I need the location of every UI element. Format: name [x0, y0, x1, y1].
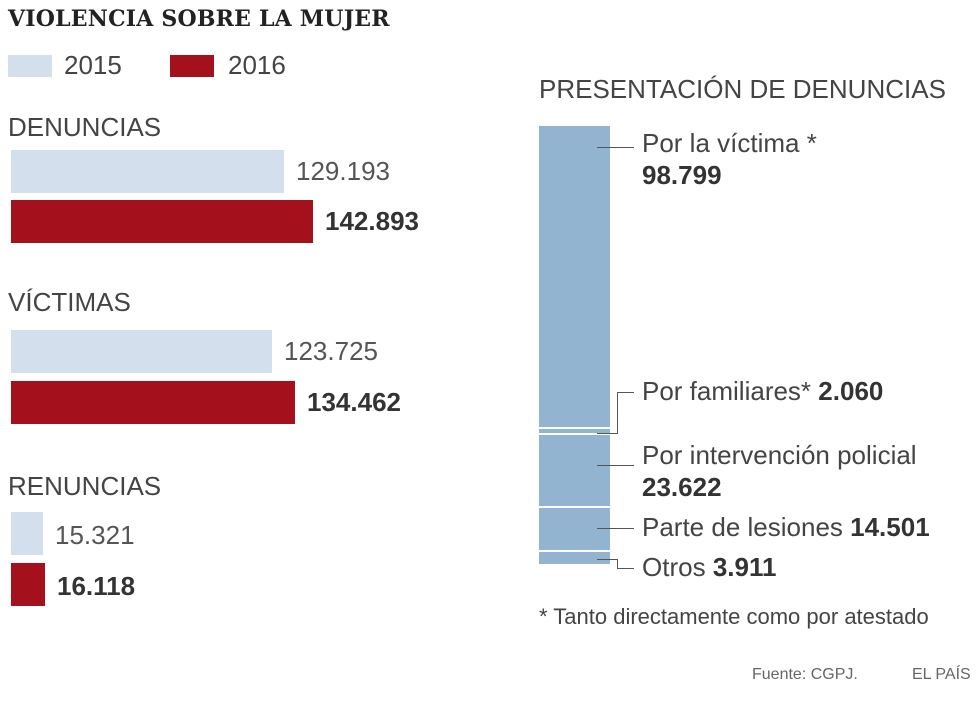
publisher-credit: EL PAÍS — [912, 666, 971, 683]
segment-label-victima: Por la víctima * 98.799 — [642, 127, 817, 191]
segment-value-policial: 23.622 — [642, 472, 722, 502]
segment-value-lesiones: 14.501 — [850, 512, 930, 542]
legend-label-2015: 2015 — [64, 50, 122, 80]
value-label-renuncias-2015: 15.321 — [55, 520, 135, 550]
segment-por-familiares — [539, 428, 610, 434]
segment-name-policial: Por intervención policial — [642, 440, 917, 470]
segment-label-policial: Por intervención policial 23.622 — [642, 439, 917, 503]
leader-line-policial — [597, 465, 634, 466]
segment-value-otros: 3.911 — [712, 552, 777, 582]
leader-line-lesiones — [597, 528, 634, 529]
segment-value-victima: 98.799 — [642, 160, 722, 190]
chart-title: VIOLENCIA SOBRE LA MUJER — [8, 6, 390, 32]
leader-line-familiares-h2 — [617, 392, 634, 393]
category-label-renuncias: RENUNCIAS — [8, 471, 162, 501]
segment-label-otros: Otros 3.911 — [642, 552, 776, 583]
legend-swatch-2015 — [8, 55, 52, 77]
leader-line-victima — [597, 147, 634, 148]
category-label-victimas: VÍCTIMAS — [8, 287, 131, 317]
value-label-denuncias-2015: 129.193 — [296, 156, 390, 186]
footnote: * Tanto directamente como por atestado — [539, 604, 929, 629]
segment-label-familiares: Por familiares* 2.060 — [642, 376, 883, 407]
value-label-renuncias-2016: 16.118 — [57, 571, 136, 601]
leader-line-familiares-v — [617, 392, 618, 434]
segment-intervencion-policial — [539, 435, 610, 506]
value-label-victimas-2015: 123.725 — [284, 336, 378, 366]
stacked-chart-title: PRESENTACIÓN DE DENUNCIAS — [539, 74, 946, 104]
bar-denuncias-2016 — [11, 200, 313, 243]
segment-name-familiares: Por familiares* — [642, 376, 812, 406]
leader-line-otros-h2 — [617, 568, 634, 569]
legend-label-2016: 2016 — [228, 50, 286, 80]
segment-otros — [539, 552, 610, 564]
bar-victimas-2015 — [11, 330, 272, 373]
value-label-victimas-2016: 134.462 — [307, 387, 401, 417]
value-label-denuncias-2016: 142.893 — [325, 206, 419, 236]
segment-name-victima: Por la víctima * — [642, 128, 817, 158]
segment-label-lesiones: Parte de lesiones 14.501 — [642, 512, 930, 543]
leader-line-familiares-h1 — [597, 433, 617, 434]
bar-denuncias-2015 — [11, 150, 284, 193]
leader-line-otros-v — [617, 559, 618, 569]
segment-value-familiares: 2.060 — [818, 376, 884, 406]
legend-swatch-2016 — [170, 55, 214, 77]
bar-renuncias-2016 — [11, 563, 45, 606]
bar-victimas-2016 — [11, 381, 295, 424]
category-label-denuncias: DENUNCIAS — [8, 112, 162, 142]
source-credit: Fuente: CGPJ. — [752, 666, 858, 683]
segment-name-lesiones: Parte de lesiones — [642, 512, 843, 542]
leader-line-otros-h1 — [597, 559, 617, 560]
segment-name-otros: Otros — [642, 552, 706, 582]
segment-por-la-victima — [539, 126, 610, 427]
bar-renuncias-2015 — [11, 512, 43, 555]
